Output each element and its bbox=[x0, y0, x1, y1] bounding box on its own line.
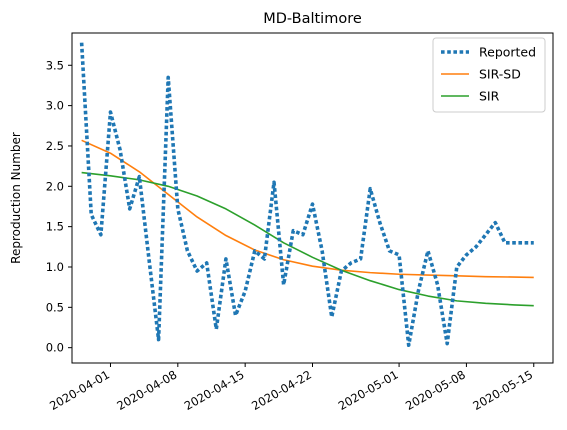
y-tick-label: 1.5 bbox=[46, 220, 64, 234]
y-axis-ticks: 0.0 0.5 1.0 1.5 2.0 2.5 3.0 3.5 bbox=[46, 58, 72, 355]
series-line-reported bbox=[79, 42, 534, 348]
series-layer bbox=[79, 42, 534, 348]
y-tick-label: 0.5 bbox=[46, 300, 64, 314]
series-line-sir bbox=[81, 171, 534, 307]
y-tick-label: 3.0 bbox=[46, 99, 64, 113]
y-tick-label: 3.5 bbox=[46, 58, 64, 72]
y-tick-label: 2.0 bbox=[46, 179, 64, 193]
legend-label-reported: Reported bbox=[479, 45, 536, 60]
legend-label-sir-sd: SIR-SD bbox=[479, 67, 521, 82]
chart-title: MD-Baltimore bbox=[263, 11, 362, 27]
y-tick-label: 0.0 bbox=[46, 341, 64, 355]
y-tick-label: 1.0 bbox=[46, 260, 64, 274]
y-axis-title: Reproduction Number bbox=[9, 132, 23, 264]
legend-box bbox=[432, 37, 546, 113]
legend: Reported SIR-SD SIR bbox=[432, 37, 546, 113]
y-tick-label: 2.5 bbox=[46, 139, 64, 153]
series-line-sir-sd bbox=[81, 139, 534, 279]
legend-label-sir: SIR bbox=[479, 89, 500, 104]
